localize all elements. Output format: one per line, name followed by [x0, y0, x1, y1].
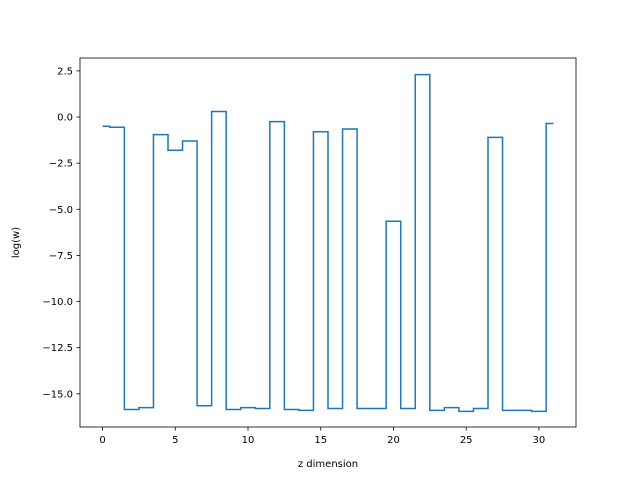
y-tick-label: −15.0	[42, 389, 73, 400]
x-axis-label: z dimension	[298, 459, 358, 470]
x-tick-label: 20	[387, 435, 400, 446]
y-tick-label: −5.0	[49, 205, 73, 216]
y-tick-label: 0.0	[57, 113, 73, 124]
x-tick-label: 0	[99, 435, 105, 446]
x-tick-label: 30	[533, 435, 546, 446]
y-tick-label: 2.5	[57, 66, 73, 77]
y-tick-label: −7.5	[49, 251, 73, 262]
y-axis-label: log(w)	[11, 227, 22, 258]
series-layer	[102, 73, 554, 413]
y-tick-label: −2.5	[49, 159, 73, 170]
y-tick-label: −12.5	[42, 343, 73, 354]
x-tick-label: 5	[172, 435, 178, 446]
plot-frame	[79, 57, 577, 428]
x-tick-label: 25	[460, 435, 473, 446]
y-axis-ticks: 2.5 0.0 −2.5 −5.0 −7.5 −10.0 −12.5 −15.0	[42, 66, 80, 400]
x-tick-label: 15	[314, 435, 327, 446]
series-line	[102, 73, 554, 413]
x-axis-ticks: 0 5 10 15 20 25 30	[99, 427, 545, 446]
x-tick-label: 10	[242, 435, 255, 446]
y-tick-label: −10.0	[42, 297, 73, 308]
